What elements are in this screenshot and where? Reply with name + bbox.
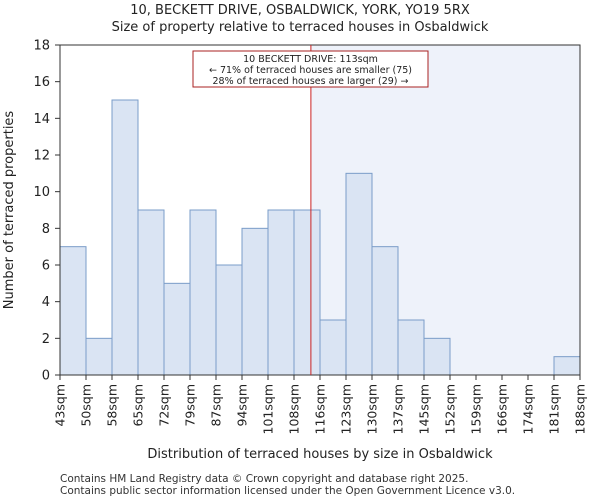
- x-tick-label: 130sqm: [365, 384, 380, 434]
- y-tick-label: 14: [33, 112, 50, 127]
- y-axis-label: Number of terraced properties: [2, 111, 17, 310]
- x-tick-label: 58sqm: [105, 384, 120, 427]
- x-tick-label: 79sqm: [183, 384, 198, 427]
- bar: [293, 209, 321, 376]
- x-tick-label: 116sqm: [313, 384, 328, 434]
- x-tick-label: 50sqm: [79, 384, 94, 427]
- bar: [137, 209, 165, 376]
- bar: [397, 319, 425, 376]
- bar: [163, 282, 191, 376]
- x-tick-label: 152sqm: [443, 384, 458, 434]
- x-tick-label: 65sqm: [131, 384, 146, 427]
- y-tick-label: 12: [33, 149, 50, 164]
- bar: [215, 264, 243, 376]
- x-tick-label: 123sqm: [339, 384, 354, 434]
- x-tick-label: 174sqm: [521, 384, 536, 434]
- y-tick-label: 0: [42, 369, 50, 384]
- x-tick-label: 87sqm: [209, 384, 224, 427]
- y-tick-label: 6: [42, 259, 50, 274]
- x-tick-label: 181sqm: [547, 384, 562, 434]
- x-axis-label: Distribution of terraced houses by size …: [147, 447, 493, 462]
- annotation-line-3: 28% of terraced houses are larger (29) →: [213, 76, 409, 87]
- y-tick-label: 10: [33, 185, 50, 200]
- y-tick-label: 8: [42, 222, 50, 237]
- annotation-line-1: 10 BECKETT DRIVE: 113sqm: [243, 54, 378, 65]
- footer-copyright: Contains HM Land Registry data © Crown c…: [60, 473, 469, 485]
- x-tick-label: 137sqm: [391, 384, 406, 434]
- x-tick-label: 108sqm: [287, 384, 302, 434]
- x-tick-label: 145sqm: [417, 384, 432, 434]
- y-tick-label: 16: [33, 75, 50, 90]
- x-tick-label: 43sqm: [53, 384, 68, 427]
- annotation-box: [192, 50, 429, 88]
- bar: [85, 337, 113, 376]
- x-tick-label: 188sqm: [573, 384, 588, 434]
- bar: [319, 319, 347, 376]
- bar: [423, 337, 451, 376]
- bar: [371, 246, 399, 376]
- y-tick-label: 18: [33, 39, 50, 54]
- footer-licence: Contains public sector information licen…: [60, 485, 516, 497]
- x-tick-label: 166sqm: [495, 384, 510, 434]
- x-tick-label: 94sqm: [235, 384, 250, 427]
- bar: [553, 356, 581, 376]
- chart-subtitle: Size of property relative to terraced ho…: [111, 20, 489, 35]
- x-tick-label: 159sqm: [469, 384, 484, 434]
- y-tick-label: 4: [42, 295, 50, 310]
- bar: [189, 209, 217, 376]
- bar: [111, 99, 139, 376]
- bar: [241, 227, 269, 376]
- y-tick-label: 2: [42, 332, 50, 347]
- bar: [59, 246, 87, 376]
- chart-title: 10, BECKETT DRIVE, OSBALDWICK, YORK, YO1…: [130, 3, 470, 18]
- annotation-line-2: ← 71% of terraced houses are smaller (75…: [209, 65, 412, 76]
- x-tick-label: 101sqm: [261, 384, 276, 434]
- bar: [345, 172, 373, 376]
- x-tick-label: 72sqm: [157, 384, 172, 427]
- bar: [267, 209, 295, 376]
